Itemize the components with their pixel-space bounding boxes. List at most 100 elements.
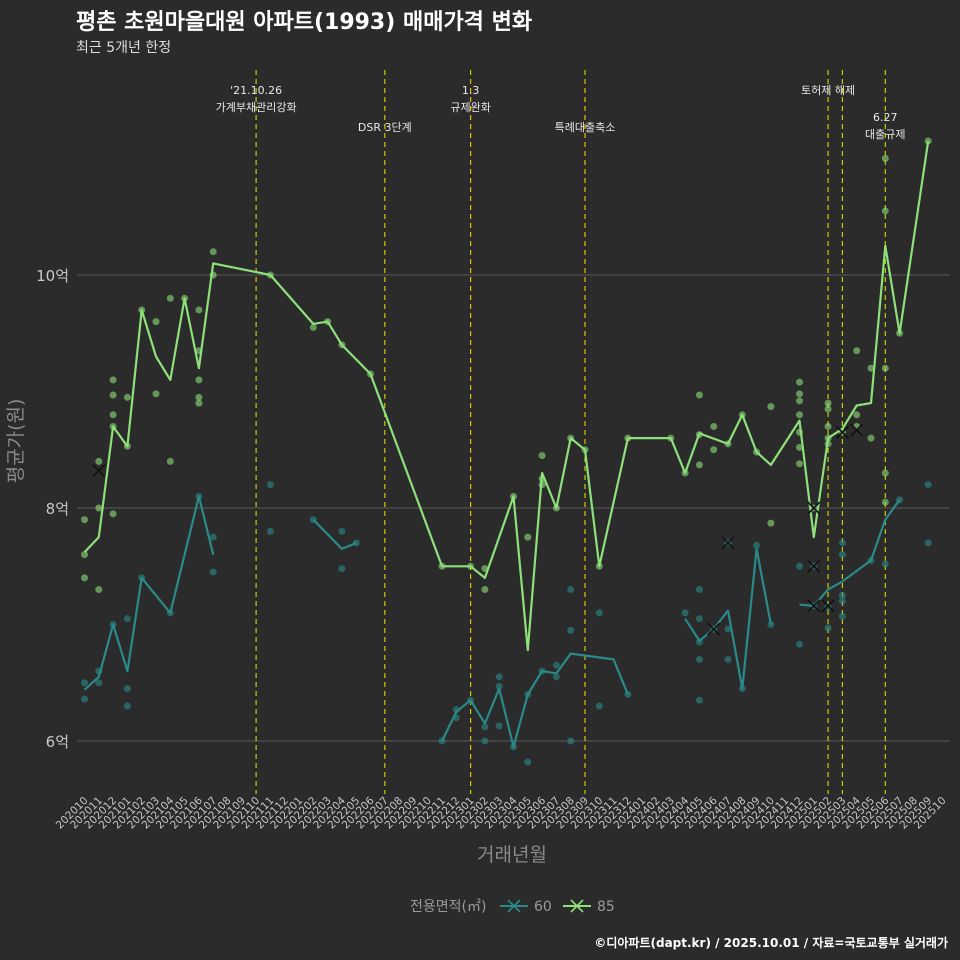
data-point: [824, 399, 832, 407]
data-point: [552, 661, 560, 669]
data-point: [824, 422, 832, 430]
cross-marker: [92, 464, 106, 478]
legend-key-85: [563, 899, 591, 913]
data-point: [881, 498, 889, 506]
data-point: [767, 519, 775, 527]
data-point: [796, 397, 803, 405]
cross-marker: [835, 425, 849, 439]
data-point: [567, 737, 575, 745]
data-point: [81, 516, 88, 524]
data-point: [95, 586, 103, 594]
data-point: [338, 527, 346, 535]
data-point: [796, 443, 803, 451]
data-point: [95, 504, 103, 512]
legend-label-85: 85: [597, 899, 615, 915]
data-point: [109, 391, 117, 399]
event-label: 특례대출축소: [555, 121, 616, 134]
plot-area: 6억8억10억202010202011202012202101202102202…: [36, 70, 950, 831]
series-line: [684, 547, 772, 690]
y-tick-label: 6억: [46, 733, 69, 751]
series-85: [81, 137, 932, 652]
data-point: [824, 405, 832, 413]
data-point: [753, 541, 761, 549]
data-point: [796, 378, 803, 386]
chart-title: 평촌 초원마을대원 아파트(1993) 매매가격 변화: [76, 10, 532, 35]
cross-marker: [807, 599, 821, 613]
data-point: [266, 481, 274, 489]
event-label: 규제완화: [450, 101, 490, 114]
series-line: [83, 495, 215, 691]
data-point: [338, 565, 346, 573]
series-line: [441, 652, 629, 748]
data-point: [524, 758, 532, 766]
data-point: [309, 323, 317, 331]
data-point: [109, 411, 117, 419]
cross-marker: [821, 599, 835, 613]
data-point: [695, 586, 703, 594]
data-point: [81, 574, 88, 582]
data-point: [123, 393, 131, 401]
data-point: [266, 527, 274, 535]
data-point: [853, 411, 861, 419]
data-point: [881, 207, 889, 215]
event-label: DSR 3단계: [358, 121, 412, 134]
data-point: [838, 591, 846, 599]
y-tick-label: 8억: [46, 500, 69, 518]
data-point: [881, 560, 889, 568]
data-point: [152, 318, 160, 326]
caption: ©디아파트(dapt.kr) / 2025.10.01 / 자료=국토교통부 실…: [594, 935, 948, 950]
series-60: [81, 481, 932, 766]
data-point: [524, 533, 532, 541]
data-point: [552, 673, 560, 681]
data-point: [796, 390, 803, 398]
data-point: [838, 539, 846, 547]
data-point: [95, 679, 103, 687]
data-point: [195, 376, 203, 384]
data-point: [195, 399, 203, 407]
y-axis-label: 평균가(원): [5, 399, 27, 484]
data-point: [195, 393, 203, 401]
cross-marker: [707, 622, 721, 636]
legend-label-60: 60: [534, 899, 552, 915]
data-point: [796, 411, 803, 419]
data-point: [881, 155, 889, 162]
data-point: [166, 294, 174, 302]
data-point: [767, 403, 775, 411]
data-point: [838, 612, 846, 620]
legend: 전용면적(㎡) 60 85: [410, 899, 615, 915]
data-point: [123, 702, 131, 710]
data-point: [481, 737, 489, 745]
data-point: [724, 625, 732, 633]
data-point: [109, 376, 117, 384]
data-point: [867, 434, 875, 442]
series-line: [312, 518, 357, 550]
data-point: [481, 723, 489, 731]
data-point: [853, 347, 861, 355]
data-point: [95, 457, 103, 465]
data-point: [152, 390, 160, 398]
data-point: [166, 457, 174, 465]
data-point: [924, 539, 932, 547]
data-point: [567, 586, 575, 594]
data-point: [195, 306, 203, 314]
event-label: 6.27: [873, 111, 898, 124]
data-point: [838, 597, 846, 605]
data-point: [595, 609, 603, 617]
event-label: 1.3: [462, 84, 480, 97]
data-point: [881, 469, 889, 477]
data-point: [695, 696, 703, 704]
data-point: [724, 655, 732, 663]
data-point: [695, 655, 703, 663]
data-point: [595, 702, 603, 710]
data-point: [123, 615, 131, 623]
data-point: [710, 422, 718, 430]
data-point: [824, 603, 832, 611]
legend-key-60: [500, 899, 528, 913]
cross-marker: [850, 423, 864, 437]
x-axis-label: 거래년월: [477, 844, 547, 866]
event-label: 가계부채관리강화: [216, 101, 297, 114]
data-point: [796, 460, 803, 468]
data-point: [681, 609, 689, 617]
event-label: 토허제 해제: [801, 83, 855, 97]
